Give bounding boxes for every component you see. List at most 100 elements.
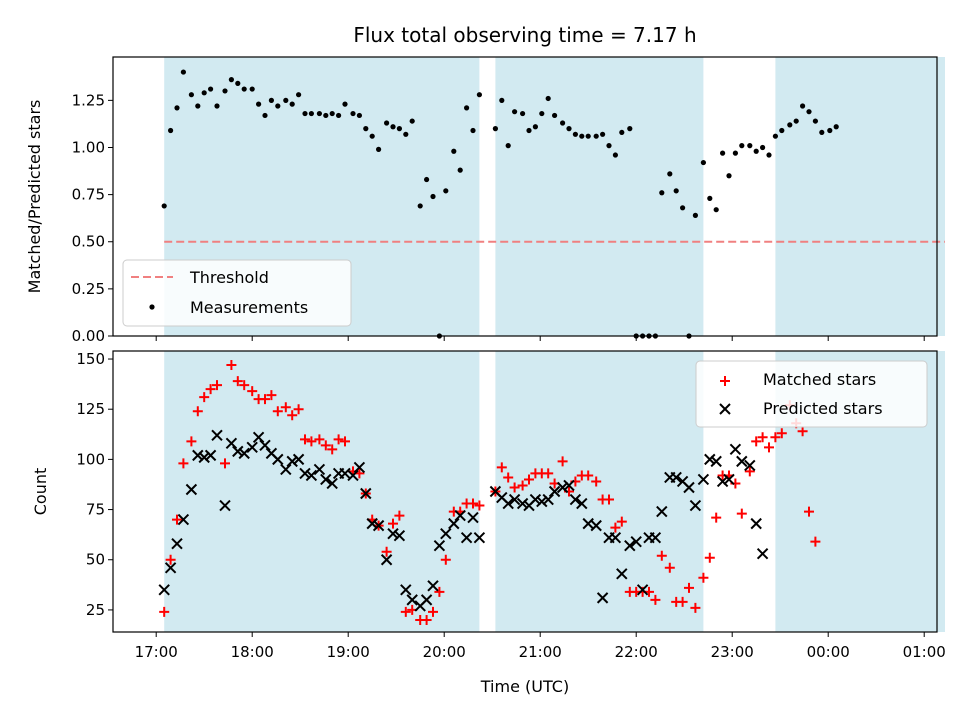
matched-star-point <box>770 432 781 443</box>
measurement-point <box>409 118 415 124</box>
measurement-point <box>222 88 228 94</box>
predicted-star-point <box>252 431 265 444</box>
predicted-star-point <box>502 497 514 510</box>
bottom-shaded-window-2 <box>495 351 704 632</box>
measurement-point <box>680 205 686 211</box>
measurement-point <box>726 173 732 179</box>
matched-star-point <box>287 410 298 421</box>
predicted-star-point <box>697 473 710 486</box>
measurement-point <box>760 144 766 151</box>
matched-star-point <box>260 394 270 405</box>
predicted-star-point <box>723 473 735 486</box>
measurement-point <box>329 110 335 117</box>
predicted-star-point <box>569 493 582 506</box>
predicted-star-point <box>272 453 284 466</box>
measurement-point <box>833 124 839 130</box>
top-shaded-window-2 <box>495 57 704 336</box>
measurement-point <box>262 112 268 119</box>
measurement-point <box>667 171 673 177</box>
measurement-point <box>316 110 322 117</box>
x-tick-label: 20:00 <box>423 643 466 661</box>
matched-star-point <box>220 458 230 469</box>
bottom-legend-box <box>695 360 928 428</box>
measurement-point <box>342 101 348 107</box>
predicted-star-point <box>563 479 575 492</box>
predicted-star-point <box>420 594 433 606</box>
measurement-point <box>700 159 707 166</box>
predicted-star-point <box>353 461 366 474</box>
predicted-star-point <box>556 481 569 494</box>
x-tick-label: 19:00 <box>327 643 370 661</box>
measurement-point <box>600 131 606 137</box>
x-tick-label: 17:00 <box>135 643 178 661</box>
measurement-point <box>356 112 362 119</box>
legend-matched-label: Matched stars <box>763 370 876 389</box>
matched-star-point <box>776 428 787 439</box>
matched-star-point <box>704 552 715 563</box>
predicted-star-point <box>320 473 332 486</box>
measurement-point <box>806 109 812 115</box>
predicted-star-point <box>582 517 594 530</box>
measurement-point <box>707 195 713 201</box>
matched-star-point <box>340 436 350 447</box>
measurement-point <box>720 150 726 156</box>
matched-star-point <box>677 596 688 607</box>
matched-star-point <box>293 404 304 415</box>
predicted-star-point <box>624 539 636 552</box>
matched-star-point <box>381 546 392 557</box>
measurement-point <box>532 124 539 130</box>
matched-star-point <box>764 442 774 453</box>
measurement-point <box>241 86 247 92</box>
predicted-star-point <box>427 580 439 592</box>
measurement-point <box>228 77 234 83</box>
bottom-legend: Matched stars Predicted stars <box>695 360 928 428</box>
predicted-star-point <box>313 463 326 476</box>
matched-star-point <box>650 594 661 605</box>
matched-star-point <box>226 360 237 371</box>
predicted-star-point <box>171 537 183 550</box>
matched-star-point <box>583 470 594 481</box>
measurement-point <box>627 126 633 132</box>
predicted-star-point <box>448 517 460 530</box>
legend-measurements-label: Measurements <box>190 298 308 317</box>
measurement-point <box>390 124 396 130</box>
predicted-star-point <box>238 447 250 460</box>
measurement-point <box>739 143 745 149</box>
measurement-point <box>195 103 201 109</box>
top-y-tick-label: 0.25 <box>72 280 105 298</box>
matched-star-point <box>664 562 675 573</box>
predicted-star-point <box>366 517 378 530</box>
matched-star-point <box>266 390 277 401</box>
matched-star-point <box>199 392 210 403</box>
predicted-star-point <box>460 531 473 544</box>
measurement-point <box>296 92 302 98</box>
predicted-star-point <box>736 455 748 468</box>
measurement-point <box>793 118 799 124</box>
predicted-star-point <box>204 449 217 462</box>
predicted-star-point <box>380 554 393 566</box>
predicted-star-point <box>192 449 204 462</box>
measurement-point <box>520 110 526 117</box>
predicted-star-point <box>756 548 769 560</box>
measurement-point <box>235 80 241 86</box>
measurement-point <box>180 69 186 75</box>
bottom-axes-frame <box>112 350 938 633</box>
predicted-star-point <box>590 519 602 532</box>
measurement-point <box>753 148 759 154</box>
predicted-star-point <box>548 485 561 498</box>
legend-predicted-label: Predicted stars <box>763 399 883 418</box>
measurement-point <box>619 129 625 136</box>
matched-star-point <box>684 582 694 593</box>
matched-star-point <box>421 614 432 625</box>
bottom-shaded-window-1 <box>164 351 480 632</box>
predicted-star-point <box>670 471 682 484</box>
top-y-tick-label: 1.00 <box>72 138 105 156</box>
predicted-star-point <box>744 459 756 472</box>
measurement-point <box>713 207 719 213</box>
measurement-point <box>396 126 402 132</box>
predicted-star-point <box>536 495 548 508</box>
matched-star-point <box>239 380 250 391</box>
matched-star-point <box>440 554 451 565</box>
predicted-star-point <box>729 443 742 456</box>
x-tick-label: 18:00 <box>231 643 274 661</box>
